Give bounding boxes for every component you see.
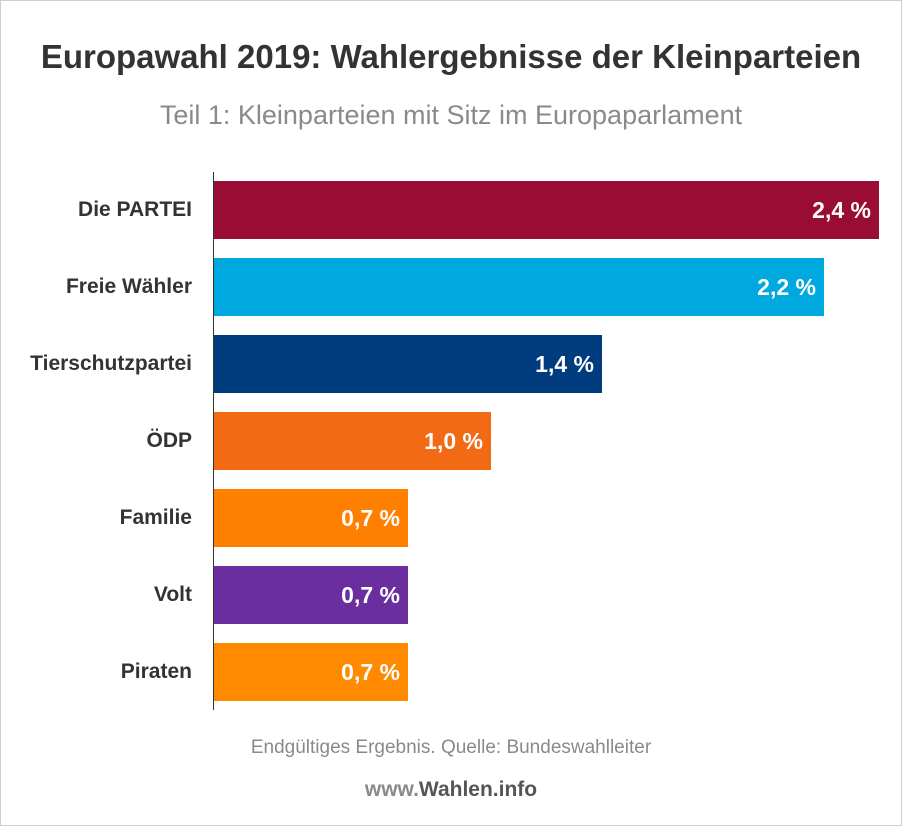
bar <box>214 643 408 701</box>
bar-value-label: 2,2 % <box>757 274 816 300</box>
category-label: Die PARTEI <box>78 198 192 221</box>
bar <box>214 412 491 470</box>
bar-value-label: 0,7 % <box>341 582 400 608</box>
bar-value-label: 0,7 % <box>341 505 400 531</box>
bar <box>214 566 408 624</box>
bar-value-label: 1,0 % <box>424 428 483 454</box>
chart-subtitle: Teil 1: Kleinparteien mit Sitz im Europa… <box>159 100 743 130</box>
category-label: Freie Wähler <box>65 275 192 298</box>
bar <box>214 181 879 239</box>
bar-value-label: 1,4 % <box>535 351 594 377</box>
bar-value-label: 2,4 % <box>812 197 871 223</box>
category-label: ÖDP <box>146 429 192 452</box>
y-axis-line <box>213 172 214 710</box>
category-label: Piraten <box>120 660 192 683</box>
source-note: Endgültiges Ergebnis. Quelle: Bundeswahl… <box>250 737 652 758</box>
bar <box>214 335 602 393</box>
bar-value-label: 0,7 % <box>341 659 400 685</box>
brand-footer: www.Wahlen.info <box>0 778 902 802</box>
bar <box>214 258 824 316</box>
category-label: Tierschutzpartei <box>30 352 192 375</box>
chart-title: Europawahl 2019: Wahlergebnisse der Klei… <box>40 38 862 75</box>
bar <box>214 489 408 547</box>
brand-name: Wahlen.info <box>418 778 538 801</box>
category-label: Volt <box>153 583 192 606</box>
brand-prefix: www. <box>364 778 419 801</box>
category-label: Familie <box>119 506 192 529</box>
